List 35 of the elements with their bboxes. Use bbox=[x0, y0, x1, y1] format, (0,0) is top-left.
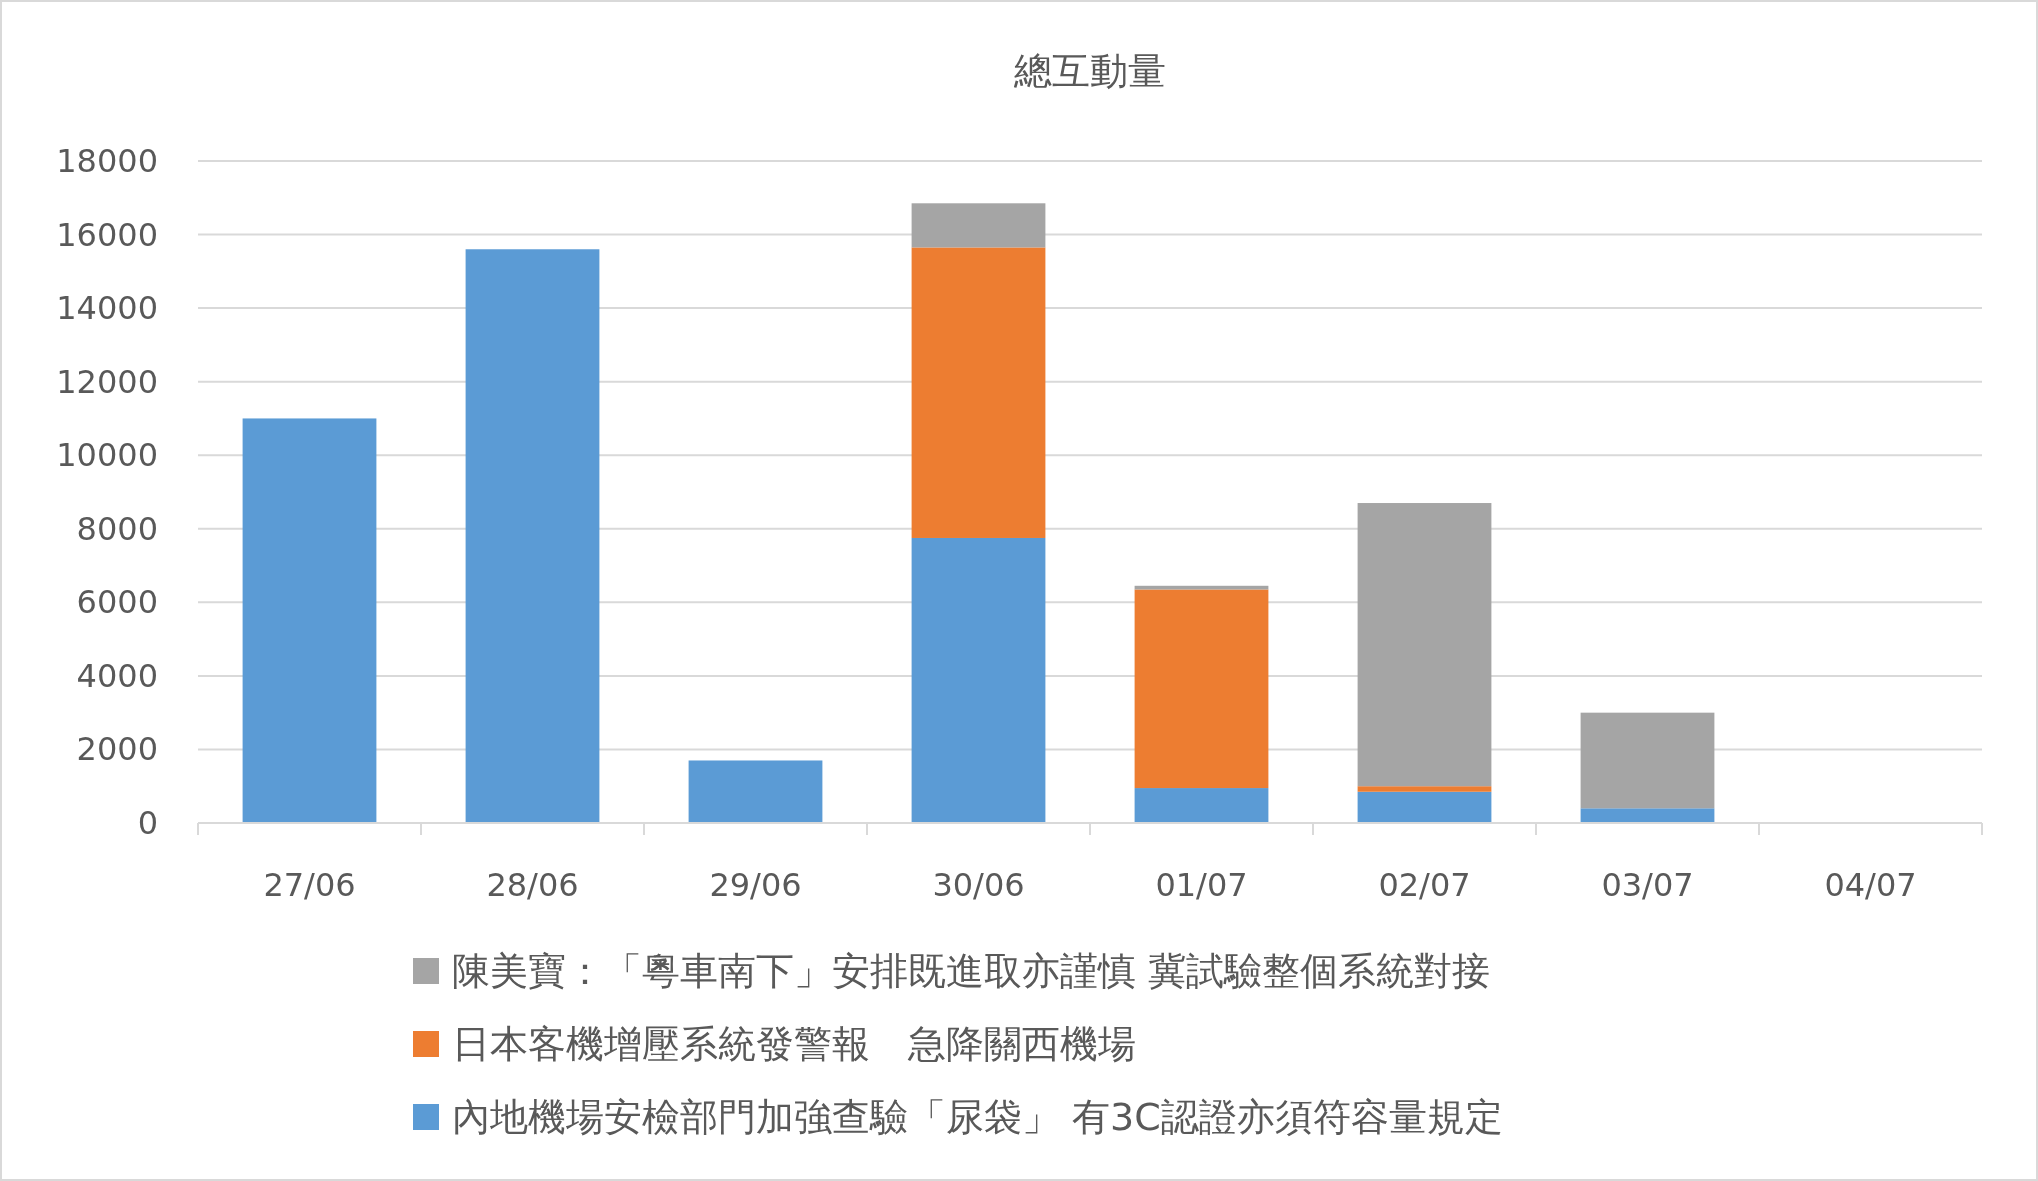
bar bbox=[1357, 786, 1492, 792]
bar bbox=[688, 760, 823, 823]
x-tick-label: 28/06 bbox=[486, 866, 579, 904]
x-tick-label: 30/06 bbox=[932, 866, 1025, 904]
bar bbox=[242, 418, 377, 823]
y-tick-label: 4000 bbox=[76, 656, 158, 695]
y-tick-label: 14000 bbox=[56, 289, 158, 328]
y-tick-label: 10000 bbox=[56, 436, 158, 475]
bar bbox=[1580, 808, 1715, 823]
bar bbox=[1357, 503, 1492, 787]
bar bbox=[465, 249, 600, 823]
y-tick-label: 2000 bbox=[76, 730, 158, 769]
x-tick-label: 04/07 bbox=[1824, 866, 1917, 904]
bar bbox=[1134, 788, 1269, 823]
y-tick-label: 16000 bbox=[56, 215, 158, 254]
x-tick-label: 02/07 bbox=[1378, 866, 1471, 904]
bar bbox=[911, 537, 1046, 823]
x-tick-label: 29/06 bbox=[709, 866, 802, 904]
y-tick-label: 0 bbox=[137, 804, 158, 842]
bar bbox=[1357, 791, 1492, 823]
y-tick-label: 18000 bbox=[56, 142, 158, 180]
x-tick-label: 01/07 bbox=[1155, 866, 1248, 904]
bar bbox=[911, 203, 1046, 248]
chart-title: 總互動量 bbox=[1013, 49, 1166, 93]
x-tick-label: 27/06 bbox=[263, 866, 356, 904]
y-tick-label: 8000 bbox=[76, 509, 158, 548]
y-tick-label: 6000 bbox=[76, 583, 158, 622]
legend-label: 陳美寶：「粵車南下」安排既進取亦謹慎 冀試驗整個系統對接 bbox=[452, 949, 1491, 993]
bar bbox=[1134, 589, 1269, 789]
bar bbox=[1580, 712, 1715, 809]
bar bbox=[911, 247, 1046, 538]
y-tick-label: 12000 bbox=[56, 362, 158, 401]
legend-label: 內地機場安檢部門加強查驗「尿袋」 有3C認證亦須符容量規定 bbox=[452, 1095, 1503, 1139]
x-tick-label: 03/07 bbox=[1601, 866, 1694, 904]
legend-label: 日本客機增壓系統發警報 急降關西機場 bbox=[452, 1022, 1136, 1066]
